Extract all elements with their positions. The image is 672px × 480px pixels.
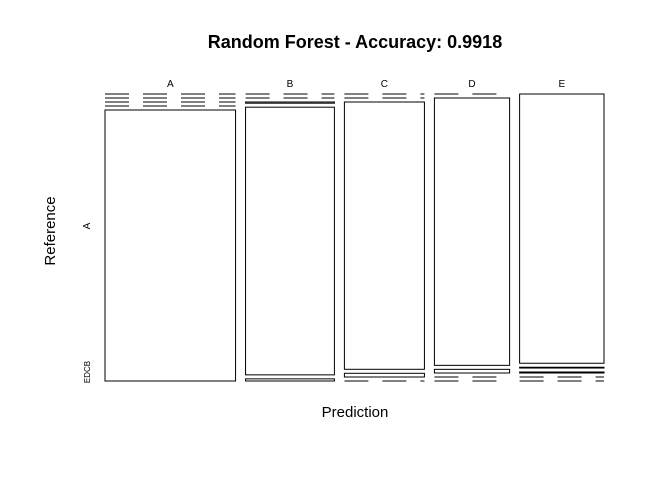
tile-pred-c-ref-b: [343, 372, 425, 378]
tile-pred-e-ref-e: [519, 93, 605, 364]
tile-pred-e-ref-c: [519, 371, 605, 374]
mosaic-tiles: A B C D E A EDCB: [82, 79, 605, 383]
x-tick-label-e: E: [558, 79, 565, 90]
tile-pred-d-ref-d: [433, 97, 511, 366]
x-tick-label-a: A: [167, 79, 174, 90]
tile-pred-e-ref-d: [519, 366, 605, 369]
x-tick-label-d: D: [468, 79, 475, 90]
y-tick-label-a: A: [82, 222, 93, 229]
x-tick-label-c: C: [381, 79, 388, 90]
tile-pred-b-ref-b: [245, 106, 335, 376]
tile-pred-b-ref-a: [245, 378, 335, 382]
tile-pred-d-ref-c: [433, 368, 511, 374]
x-tick-label-b: B: [287, 79, 294, 90]
chart-title: Random Forest - Accuracy: 0.9918: [208, 32, 502, 52]
tile-pred-b-ref-c: [245, 101, 335, 104]
tile-pred-a-ref-a: [104, 109, 237, 382]
y-tick-label-edcb: EDCB: [83, 361, 92, 383]
y-axis-label: Reference: [42, 196, 59, 265]
tile-pred-c-ref-c: [343, 101, 425, 370]
x-axis-label: Prediction: [322, 404, 389, 421]
